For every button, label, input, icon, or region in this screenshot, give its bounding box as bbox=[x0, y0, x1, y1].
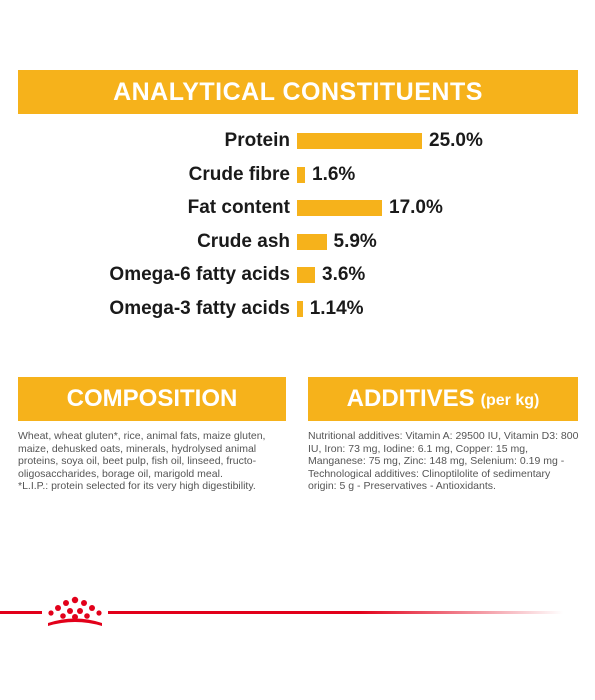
bar bbox=[297, 233, 327, 250]
additives-title: ADDITIVES bbox=[346, 385, 475, 412]
bar bbox=[297, 166, 305, 183]
constituents-bar-chart: Protein 25.0% Crude fibre 1.6% Fat content 17… bbox=[0, 126, 595, 336]
additives-line: IU, Iron: 73 mg, Iodine: 6.1 mg, Copper:… bbox=[308, 442, 529, 455]
composition-banner: COMPOSITION bbox=[18, 377, 286, 421]
additives-line: Nutritional additives: Vitamin A: 29500 … bbox=[308, 430, 579, 442]
chart-row: Omega-6 fatty acids 3.6% bbox=[0, 260, 595, 290]
bar-value-label: 17.0% bbox=[389, 197, 443, 218]
chart-row: Fat content 17.0% bbox=[0, 193, 595, 223]
bar bbox=[297, 133, 422, 149]
crown-icon bbox=[48, 596, 102, 626]
chart-row: Crude ash 5.9% bbox=[0, 227, 595, 257]
bar-value-label: 1.14% bbox=[309, 297, 364, 319]
bar bbox=[297, 267, 315, 283]
bar bbox=[297, 200, 382, 216]
bar-label: Crude ash bbox=[197, 230, 290, 252]
additives-line: origin: 5 g - Preservatives - Antioxidan… bbox=[308, 480, 496, 492]
bar bbox=[297, 300, 303, 317]
chart-row: Protein 25.0% bbox=[0, 126, 595, 156]
chart-row: Omega-3 fatty acids 1.14% bbox=[0, 294, 595, 324]
composition-text: Wheat, wheat gluten*, rice, animal fats,… bbox=[18, 430, 286, 493]
bar-value-label: 25.0% bbox=[429, 130, 483, 151]
additives-line: Technological additives: Clinoptilolite … bbox=[308, 467, 551, 480]
bar-label: Omega-3 fatty acids bbox=[109, 297, 290, 319]
bar-label: Omega-6 fatty acids bbox=[109, 264, 290, 285]
composition-line: proteins, soya oil, beet pulp, fish oil,… bbox=[18, 455, 257, 467]
bar-value-label: 5.9% bbox=[333, 230, 377, 252]
bar-value-label: 3.6% bbox=[322, 264, 366, 285]
brand-line-left bbox=[0, 611, 42, 614]
bar-value-label: 1.6% bbox=[312, 163, 356, 185]
composition-title: COMPOSITION bbox=[66, 385, 238, 412]
composition-line: *L.I.P.: protein selected for its very h… bbox=[18, 480, 256, 492]
analytical-constituents-title: ANALYTICAL CONSTITUENTS bbox=[113, 77, 483, 106]
composition-line: maize, dehusked oats, minerals, hydrolys… bbox=[18, 442, 257, 455]
chart-row: Crude fibre 1.6% bbox=[0, 160, 595, 190]
additives-text: Nutritional additives: Vitamin A: 29500 … bbox=[308, 430, 580, 493]
analytical-constituents-banner: ANALYTICAL CONSTITUENTS bbox=[18, 70, 578, 114]
bar-label: Crude fibre bbox=[188, 163, 290, 185]
bar-label: Protein bbox=[224, 130, 290, 151]
additives-line: Manganese: 75 mg, Zinc: 148 mg, Selenium… bbox=[308, 455, 565, 467]
bar-label: Fat content bbox=[187, 197, 290, 218]
composition-line: Wheat, wheat gluten*, rice, animal fats,… bbox=[18, 430, 266, 442]
additives-subtitle: (per kg) bbox=[480, 392, 540, 409]
additives-banner: ADDITIVES (per kg) bbox=[308, 377, 578, 421]
composition-line: oligosaccharides, borage oil, marigold m… bbox=[18, 467, 223, 480]
brand-line-right bbox=[108, 611, 563, 614]
